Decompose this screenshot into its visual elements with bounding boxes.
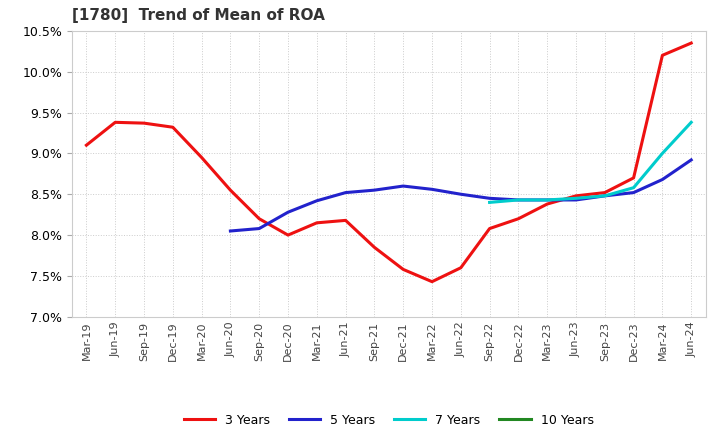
Text: [1780]  Trend of Mean of ROA: [1780] Trend of Mean of ROA	[72, 7, 325, 23]
3 Years	[82, 143, 91, 148]
5 Years	[456, 191, 465, 197]
3 Years	[629, 175, 638, 180]
3 Years	[572, 193, 580, 198]
7 Years	[572, 196, 580, 201]
7 Years	[687, 120, 696, 125]
Legend: 3 Years, 5 Years, 7 Years, 10 Years: 3 Years, 5 Years, 7 Years, 10 Years	[179, 409, 598, 432]
7 Years	[485, 200, 494, 205]
3 Years	[543, 202, 552, 207]
3 Years	[428, 279, 436, 284]
5 Years	[341, 190, 350, 195]
5 Years	[284, 209, 292, 215]
3 Years	[687, 40, 696, 46]
5 Years	[226, 228, 235, 234]
3 Years	[399, 267, 408, 272]
5 Years	[629, 190, 638, 195]
Line: 7 Years: 7 Years	[490, 122, 691, 202]
7 Years	[514, 197, 523, 202]
3 Years	[456, 265, 465, 271]
5 Years	[370, 187, 379, 193]
3 Years	[111, 120, 120, 125]
7 Years	[629, 185, 638, 191]
3 Years	[341, 218, 350, 223]
3 Years	[514, 216, 523, 221]
3 Years	[140, 121, 148, 126]
7 Years	[543, 197, 552, 202]
5 Years	[312, 198, 321, 203]
5 Years	[572, 197, 580, 202]
3 Years	[658, 53, 667, 58]
3 Years	[312, 220, 321, 225]
3 Years	[284, 232, 292, 238]
7 Years	[658, 151, 667, 156]
7 Years	[600, 193, 609, 198]
3 Years	[485, 226, 494, 231]
5 Years	[687, 157, 696, 162]
5 Years	[658, 177, 667, 182]
5 Years	[485, 196, 494, 201]
3 Years	[370, 245, 379, 250]
5 Years	[399, 183, 408, 189]
5 Years	[514, 197, 523, 202]
3 Years	[197, 155, 206, 160]
3 Years	[255, 216, 264, 221]
5 Years	[600, 193, 609, 198]
3 Years	[168, 125, 177, 130]
Line: 5 Years: 5 Years	[230, 160, 691, 231]
5 Years	[428, 187, 436, 192]
5 Years	[543, 197, 552, 202]
3 Years	[226, 187, 235, 193]
5 Years	[255, 226, 264, 231]
Line: 3 Years: 3 Years	[86, 43, 691, 282]
3 Years	[600, 190, 609, 195]
